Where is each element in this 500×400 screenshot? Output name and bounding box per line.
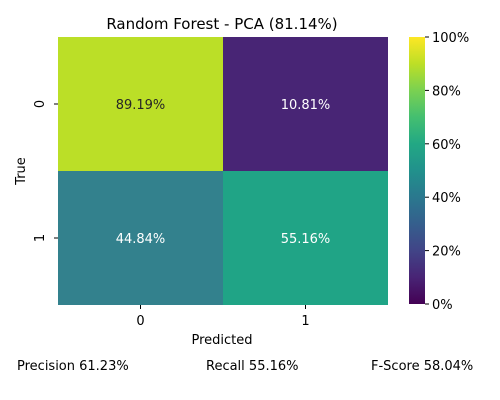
colorbar-tick-label: 40% xyxy=(432,191,461,206)
colorbar-tick-label: 100% xyxy=(432,31,469,46)
x-tick-label: 1 xyxy=(301,314,309,329)
y-axis-label: True xyxy=(14,157,29,186)
heatmap-cell-0-0 xyxy=(58,37,223,171)
heatmap-cell-1-1 xyxy=(223,171,388,305)
colorbar-tick-label: 20% xyxy=(432,245,461,260)
chart-title: Random Forest - PCA (81.14%) xyxy=(106,15,337,33)
precision-metric: Precision 61.23% xyxy=(17,359,129,374)
cell-value-label: 55.16% xyxy=(281,232,331,247)
cell-value-label: 44.84% xyxy=(116,232,166,247)
heatmap-cell-0-1 xyxy=(223,37,388,171)
x-axis-label: Predicted xyxy=(191,333,252,348)
y-tick-label: 0 xyxy=(33,100,48,108)
colorbar-tick-label: 0% xyxy=(432,298,453,313)
colorbar-tick-label: 60% xyxy=(432,138,461,153)
cell-value-label: 10.81% xyxy=(281,98,331,113)
recall-metric: Recall 55.16% xyxy=(206,359,299,374)
x-tick-label: 0 xyxy=(136,314,144,329)
y-tick-label: 1 xyxy=(33,234,48,242)
fscore-metric: F-Score 58.04% xyxy=(371,359,474,374)
colorbar-tick-label: 80% xyxy=(432,84,461,99)
cell-value-label: 89.19% xyxy=(116,98,166,113)
colorbar xyxy=(409,37,425,304)
heatmap-cell-1-0 xyxy=(58,171,223,305)
